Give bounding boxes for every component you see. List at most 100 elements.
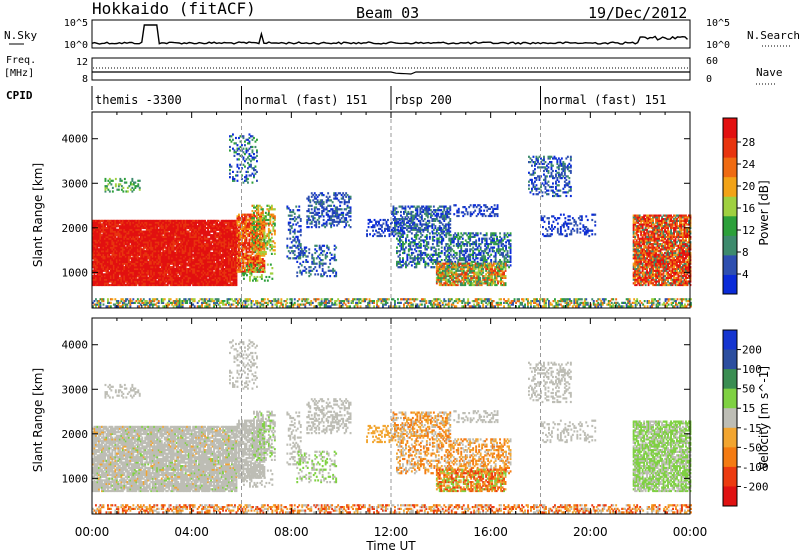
power-cell (205, 235, 208, 238)
power-cell (183, 230, 186, 233)
power-cell (261, 261, 264, 264)
power-cell (238, 242, 240, 245)
power-cell (222, 267, 224, 271)
power-cell (101, 267, 103, 271)
power-cell (226, 246, 229, 249)
power-cell (183, 282, 186, 285)
power-cell (293, 257, 296, 260)
power-cell (148, 239, 151, 242)
power-cell (120, 259, 123, 262)
power-cell (310, 222, 313, 225)
power-cell (95, 259, 97, 262)
power-cell (307, 210, 310, 213)
power-cell (213, 221, 215, 224)
power-cell (165, 260, 168, 263)
power-cell (314, 251, 317, 255)
power-cell (92, 250, 94, 253)
power-cell (135, 259, 138, 262)
power-cell (133, 232, 136, 235)
power-cell (242, 249, 245, 252)
power-cell (112, 225, 115, 228)
power-cell (293, 212, 296, 215)
power-cell (93, 230, 96, 233)
power-cell (311, 255, 314, 258)
power-cell (136, 226, 139, 230)
power-cell (345, 195, 348, 198)
power-cell (120, 221, 123, 224)
power-cell (348, 199, 350, 202)
power-cell (229, 241, 232, 244)
power-cell (145, 228, 148, 231)
power-cell (98, 248, 100, 251)
power-cell (171, 269, 174, 272)
power-cell (208, 232, 211, 235)
power-cell (102, 239, 105, 242)
power-cell (241, 256, 243, 259)
power-cell (263, 240, 266, 243)
power-cell (99, 243, 102, 246)
power-cell (115, 232, 118, 235)
power-cell (329, 259, 332, 262)
power-cell (198, 266, 200, 269)
power-cell (129, 280, 132, 283)
power-cell (112, 223, 115, 226)
power-cell (148, 275, 151, 278)
power-cell (162, 282, 165, 285)
power-cell (93, 259, 96, 262)
power-cell (248, 258, 251, 261)
power-cell (98, 228, 100, 231)
power-cell (202, 234, 205, 237)
power-cell (198, 237, 200, 240)
power-cell (165, 243, 168, 246)
power-cell (220, 253, 223, 256)
power-cell (222, 232, 224, 235)
power-cell (270, 208, 273, 211)
power-cell (343, 208, 346, 211)
power-cell (130, 230, 133, 233)
power-cell (117, 255, 120, 258)
power-cell (150, 273, 153, 276)
power-cell (169, 251, 172, 255)
power-cell (256, 240, 258, 243)
power-cell (270, 215, 273, 218)
power-cell (238, 243, 240, 247)
power-cell (190, 243, 193, 246)
power-cell (190, 235, 193, 238)
power-cell (229, 266, 232, 269)
power-cell (204, 276, 206, 279)
power-cell (144, 237, 147, 240)
power-cell (208, 257, 211, 260)
power-cell (261, 265, 264, 268)
power-cell (171, 250, 174, 253)
power-cell (174, 228, 177, 231)
power-cell (329, 251, 332, 255)
power-cell (190, 260, 193, 263)
power-cell (247, 229, 249, 232)
power-cell (183, 250, 186, 253)
power-cell (234, 246, 236, 249)
power-cell (231, 262, 233, 265)
power-cell (199, 266, 202, 269)
power-cell (207, 241, 209, 244)
power-cell (214, 267, 217, 271)
power-cell (264, 215, 267, 218)
power-cell (251, 240, 254, 243)
power-cell (242, 265, 245, 268)
power-cell (156, 219, 159, 222)
power-cell (331, 222, 334, 225)
power-cell (117, 234, 120, 237)
power-cell (135, 257, 138, 260)
power-cell (198, 235, 200, 238)
power-cell (395, 207, 398, 210)
power-cell (253, 258, 255, 261)
power-cell (135, 266, 138, 269)
power-cell (242, 270, 245, 273)
power-cell (147, 276, 150, 279)
power-cell (184, 251, 187, 255)
power-cell (138, 259, 141, 262)
power-cell (336, 213, 339, 216)
power-cell (133, 228, 136, 231)
power-cell (219, 273, 221, 276)
power-cell (247, 263, 249, 266)
power-cell (150, 262, 153, 265)
